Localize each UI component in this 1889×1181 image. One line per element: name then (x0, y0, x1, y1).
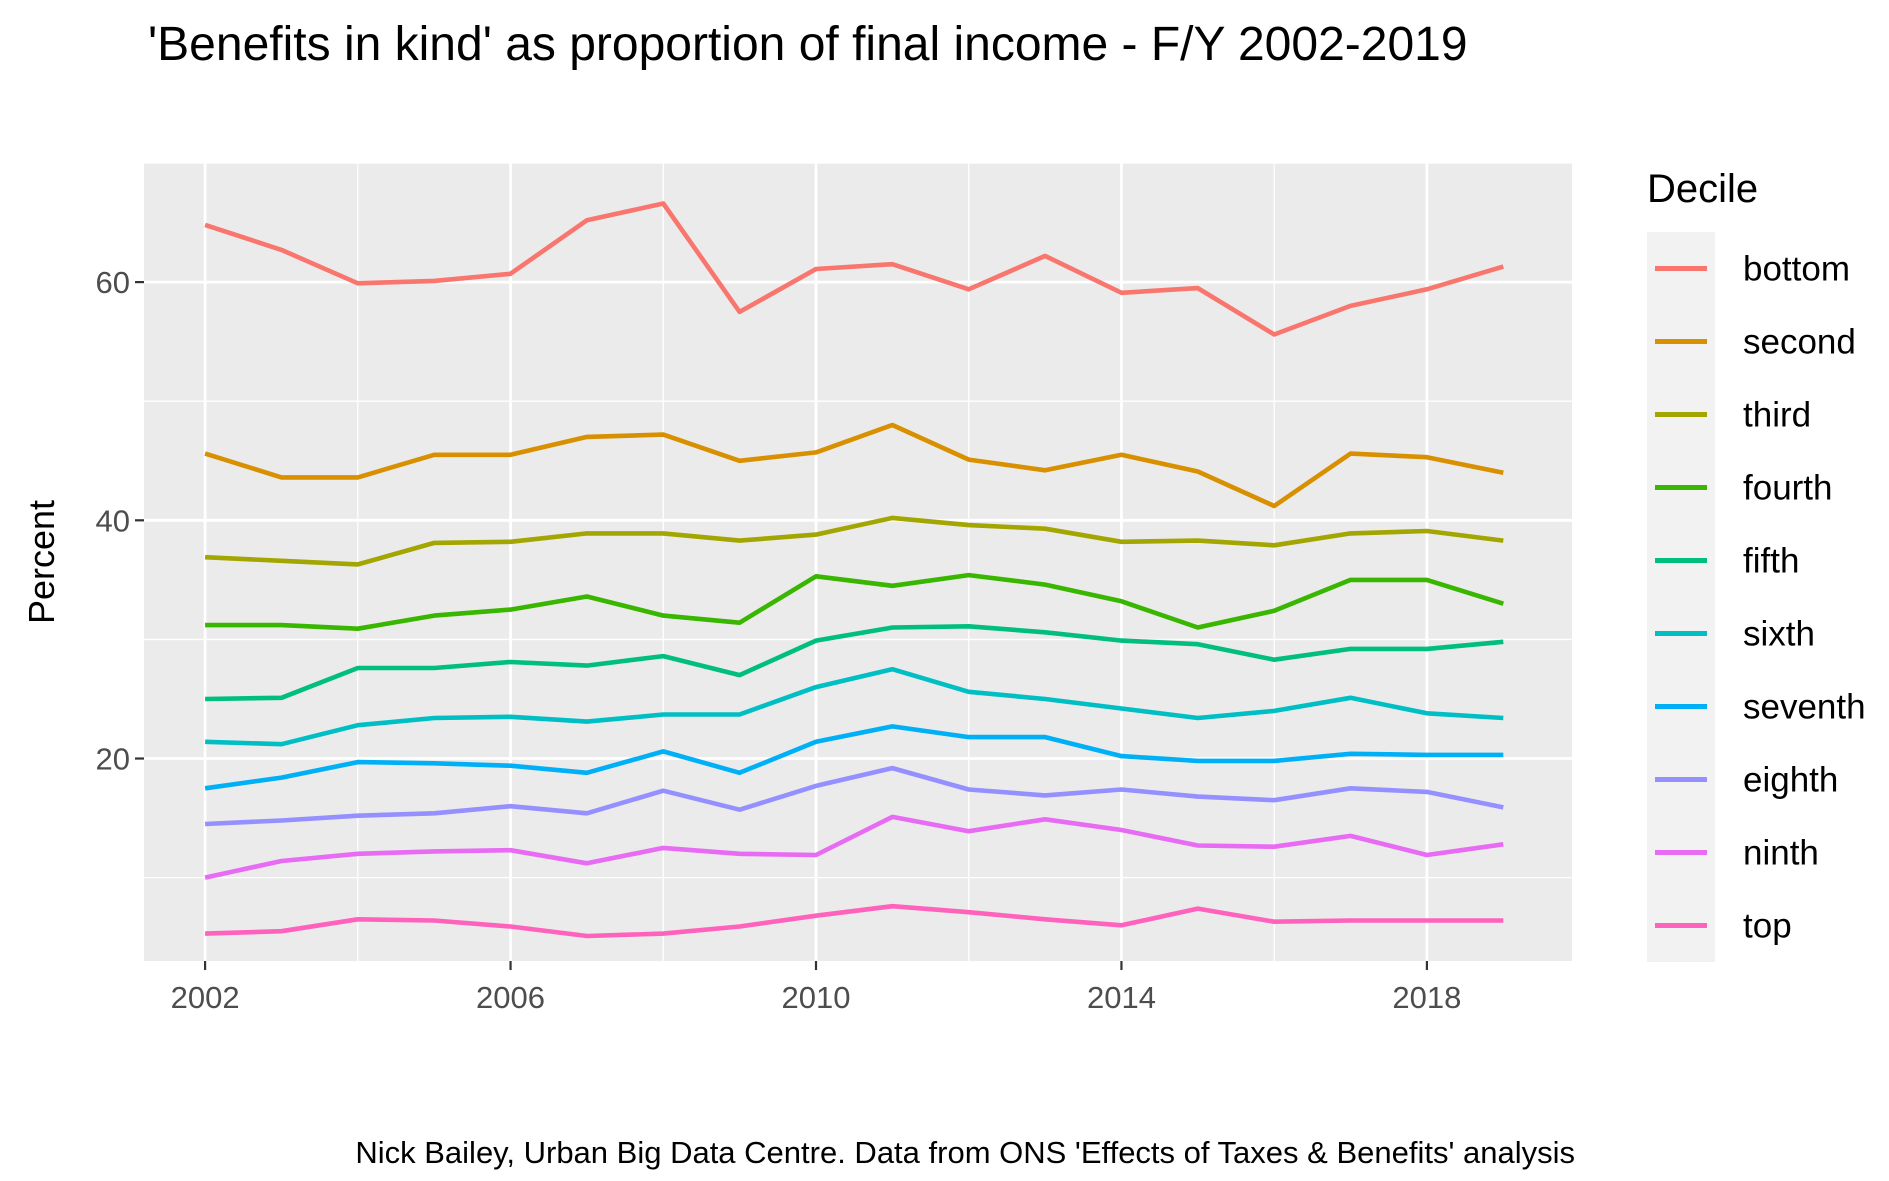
plot-panel (144, 163, 1572, 961)
y-tick-label: 40 (96, 503, 130, 538)
series-line-ninth (204, 814, 1504, 880)
legend-label-ninth: ninth (1743, 834, 1819, 873)
minor-gridlines (144, 162, 1572, 961)
series-line-bottom (204, 201, 1504, 337)
legend-label-sixth: sixth (1743, 615, 1815, 654)
legend-label-third: third (1743, 396, 1811, 435)
x-tick-label: 2014 (1087, 980, 1156, 1015)
y-axis-ticks: 20 40 60 (96, 265, 144, 777)
x-tick-label: 2006 (476, 980, 545, 1015)
legend: bottom second third fourth fifth sixth seventh… (1655, 250, 1866, 946)
caption: Nick Bailey, Urban Big Data Centre. Data… (355, 1135, 1575, 1170)
series-line-eighth (204, 765, 1504, 827)
legend-label-seventh: seventh (1743, 688, 1866, 727)
series-line-third (204, 515, 1504, 567)
legend-label-fourth: fourth (1743, 469, 1833, 508)
series-line-fourth (205, 572, 1504, 632)
legend-label-bottom: bottom (1743, 250, 1850, 289)
x-tick-label: 2002 (171, 980, 240, 1015)
series-line-sixth (205, 666, 1504, 747)
x-tick-label: 2010 (782, 980, 851, 1015)
y-tick-label: 20 (96, 742, 130, 777)
series-line-top (205, 903, 1504, 939)
legend-label-fifth: fifth (1743, 542, 1799, 581)
legend-background (1647, 232, 1715, 962)
series-lines (204, 201, 1504, 939)
x-tick-label: 2018 (1392, 980, 1461, 1015)
y-tick-label: 60 (96, 265, 130, 300)
legend-label-top: top (1743, 907, 1792, 946)
y-axis-label: Percent (21, 500, 62, 624)
series-line-fifth (205, 623, 1504, 702)
legend-title: Decile (1647, 167, 1758, 211)
series-line-seventh (204, 724, 1504, 791)
chart-title: 'Benefits in kind' as proportion of fina… (148, 18, 1468, 71)
legend-label-second: second (1743, 323, 1856, 362)
x-axis-ticks: 2002 2006 2010 2014 2018 (171, 961, 1461, 1015)
series-line-second (204, 422, 1504, 509)
legend-label-eighth: eighth (1743, 761, 1838, 800)
